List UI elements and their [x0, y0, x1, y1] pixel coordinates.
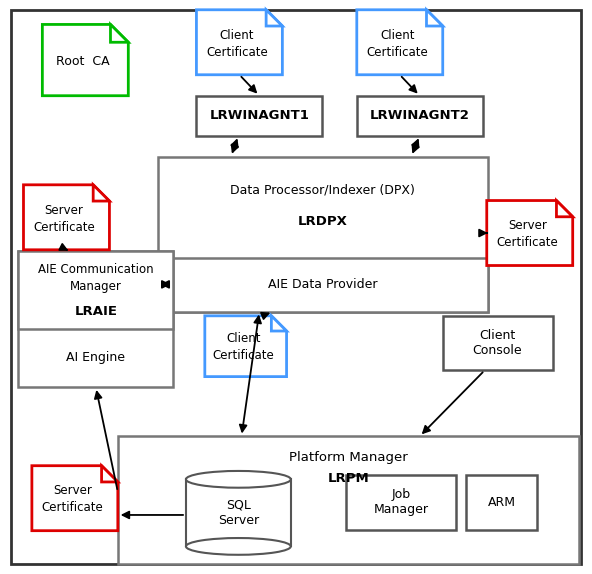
- Text: AIE Communication
Manager: AIE Communication Manager: [38, 263, 153, 293]
- Bar: [197, 96, 322, 135]
- Bar: [466, 475, 537, 530]
- Bar: [18, 251, 173, 387]
- Polygon shape: [43, 25, 128, 96]
- Ellipse shape: [186, 471, 291, 488]
- Text: LRWINAGNT1: LRWINAGNT1: [210, 109, 309, 122]
- Bar: [346, 475, 456, 530]
- Text: Client
Certificate: Client Certificate: [366, 29, 428, 59]
- Bar: [186, 479, 291, 546]
- Text: LRPM: LRPM: [327, 472, 369, 485]
- Polygon shape: [266, 10, 282, 26]
- Polygon shape: [32, 466, 118, 531]
- Polygon shape: [102, 466, 118, 482]
- Text: LRWINAGNT2: LRWINAGNT2: [370, 109, 469, 122]
- Text: Client
Console: Client Console: [472, 329, 522, 357]
- Text: SQL
Server: SQL Server: [218, 499, 259, 527]
- Polygon shape: [197, 10, 282, 75]
- Ellipse shape: [186, 538, 291, 555]
- Polygon shape: [93, 185, 110, 201]
- Text: Server
Certificate: Server Certificate: [497, 219, 558, 249]
- Polygon shape: [426, 10, 443, 26]
- Bar: [18, 251, 173, 329]
- Bar: [118, 436, 579, 564]
- Text: Server
Certificate: Server Certificate: [41, 484, 103, 514]
- Bar: [443, 316, 553, 370]
- Polygon shape: [556, 200, 572, 217]
- Text: ARM: ARM: [487, 496, 516, 509]
- Bar: [157, 258, 488, 312]
- Bar: [357, 96, 482, 135]
- Text: Root  CA: Root CA: [56, 55, 110, 68]
- Text: Platform Manager: Platform Manager: [289, 451, 408, 464]
- Text: AI Engine: AI Engine: [66, 351, 126, 364]
- Text: Data Processor/Indexer (DPX): Data Processor/Indexer (DPX): [230, 184, 415, 196]
- Polygon shape: [111, 25, 128, 42]
- Text: LRAIE: LRAIE: [75, 305, 117, 318]
- Polygon shape: [24, 185, 110, 250]
- Text: LRDPX: LRDPX: [298, 215, 348, 228]
- Text: AIE Data Provider: AIE Data Provider: [268, 278, 378, 291]
- Polygon shape: [357, 10, 443, 75]
- Polygon shape: [205, 316, 287, 377]
- Text: Server
Certificate: Server Certificate: [33, 204, 95, 234]
- Polygon shape: [271, 316, 287, 331]
- Text: Client
Certificate: Client Certificate: [213, 332, 274, 362]
- Polygon shape: [487, 200, 572, 266]
- Text: Job
Manager: Job Manager: [374, 488, 428, 517]
- Text: Client
Certificate: Client Certificate: [206, 29, 268, 59]
- Bar: [157, 157, 488, 312]
